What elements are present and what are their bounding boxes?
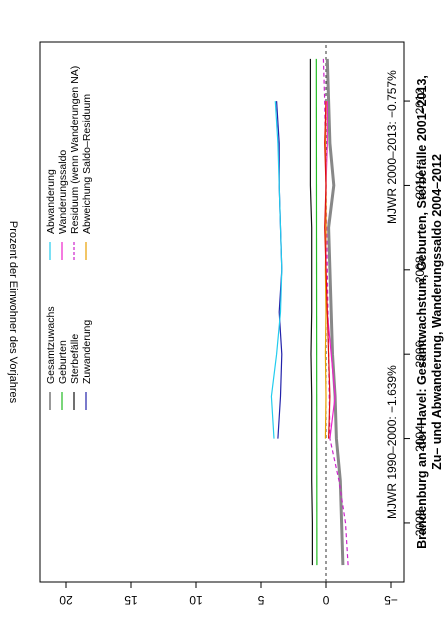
x-tick-label: 2004 bbox=[413, 425, 427, 452]
y-tick-label: 20 bbox=[59, 593, 73, 607]
x-tick-label: 2010 bbox=[413, 172, 427, 199]
legend-label: Abwanderung bbox=[45, 169, 57, 234]
x-tick-label: 2008 bbox=[413, 256, 427, 283]
legend-label: Wanderungssaldo bbox=[57, 150, 69, 234]
x-tick-label: 2002 bbox=[413, 509, 427, 536]
legend: Gesamtzuwachs Geburten Sterbefälle Zuwander… bbox=[45, 66, 93, 410]
y-tick-label: 0 bbox=[322, 593, 329, 607]
series-line-7 bbox=[322, 58, 349, 566]
series-lines bbox=[270, 58, 349, 566]
y-tick-label: 5 bbox=[257, 593, 264, 607]
legend-label: Abweichung Saldo–Residuum bbox=[81, 94, 93, 234]
x-tick-label: 2012 bbox=[413, 87, 427, 114]
legend-label: Sterbefälle bbox=[69, 334, 81, 384]
annotation-mjwr-1990-2000: MJWR 1990–2000: −1.639% bbox=[385, 365, 399, 519]
y-axis: −5 0 5 10 15 20 bbox=[59, 582, 398, 607]
y-axis-label: Prozent der Einwohner des Vorjahres bbox=[7, 221, 19, 404]
annotation-mjwr-2000-2013: MJWR 2000–2013: −0.757% bbox=[385, 70, 399, 224]
series-line-9 bbox=[324, 101, 331, 439]
x-axis: 2002 2004 2006 2008 2010 2012 bbox=[404, 87, 427, 536]
series-line-3 bbox=[309, 58, 313, 566]
legend-label: Zuwanderung bbox=[81, 320, 93, 384]
plot-frame bbox=[39, 41, 405, 583]
legend-label: Residuum (wenn Wanderungen NA) bbox=[69, 66, 81, 234]
legend-label: Gesamtzuwachs bbox=[45, 306, 57, 384]
y-tick-label: 15 bbox=[124, 593, 138, 607]
y-tick-label: −5 bbox=[384, 593, 398, 607]
series-line-5 bbox=[270, 101, 283, 439]
series-line-1 bbox=[325, 58, 345, 566]
x-tick-label: 2006 bbox=[413, 341, 427, 368]
y-tick-label: 10 bbox=[189, 593, 203, 607]
chart-title-line-1: Brandenburg an der Havel: Gesamtwachstum… bbox=[415, 75, 429, 549]
series-line-2 bbox=[315, 58, 318, 566]
chart-title-line-2: Zu– und Abwanderung, Wanderungssaldo 200… bbox=[430, 154, 444, 470]
series-line-4 bbox=[276, 101, 283, 439]
rotated-plot-group: 2002 2004 2006 2008 2010 2012 −5 0 5 10 15 20 Gesa… bbox=[7, 41, 444, 607]
legend-label: Geburten bbox=[57, 340, 69, 384]
